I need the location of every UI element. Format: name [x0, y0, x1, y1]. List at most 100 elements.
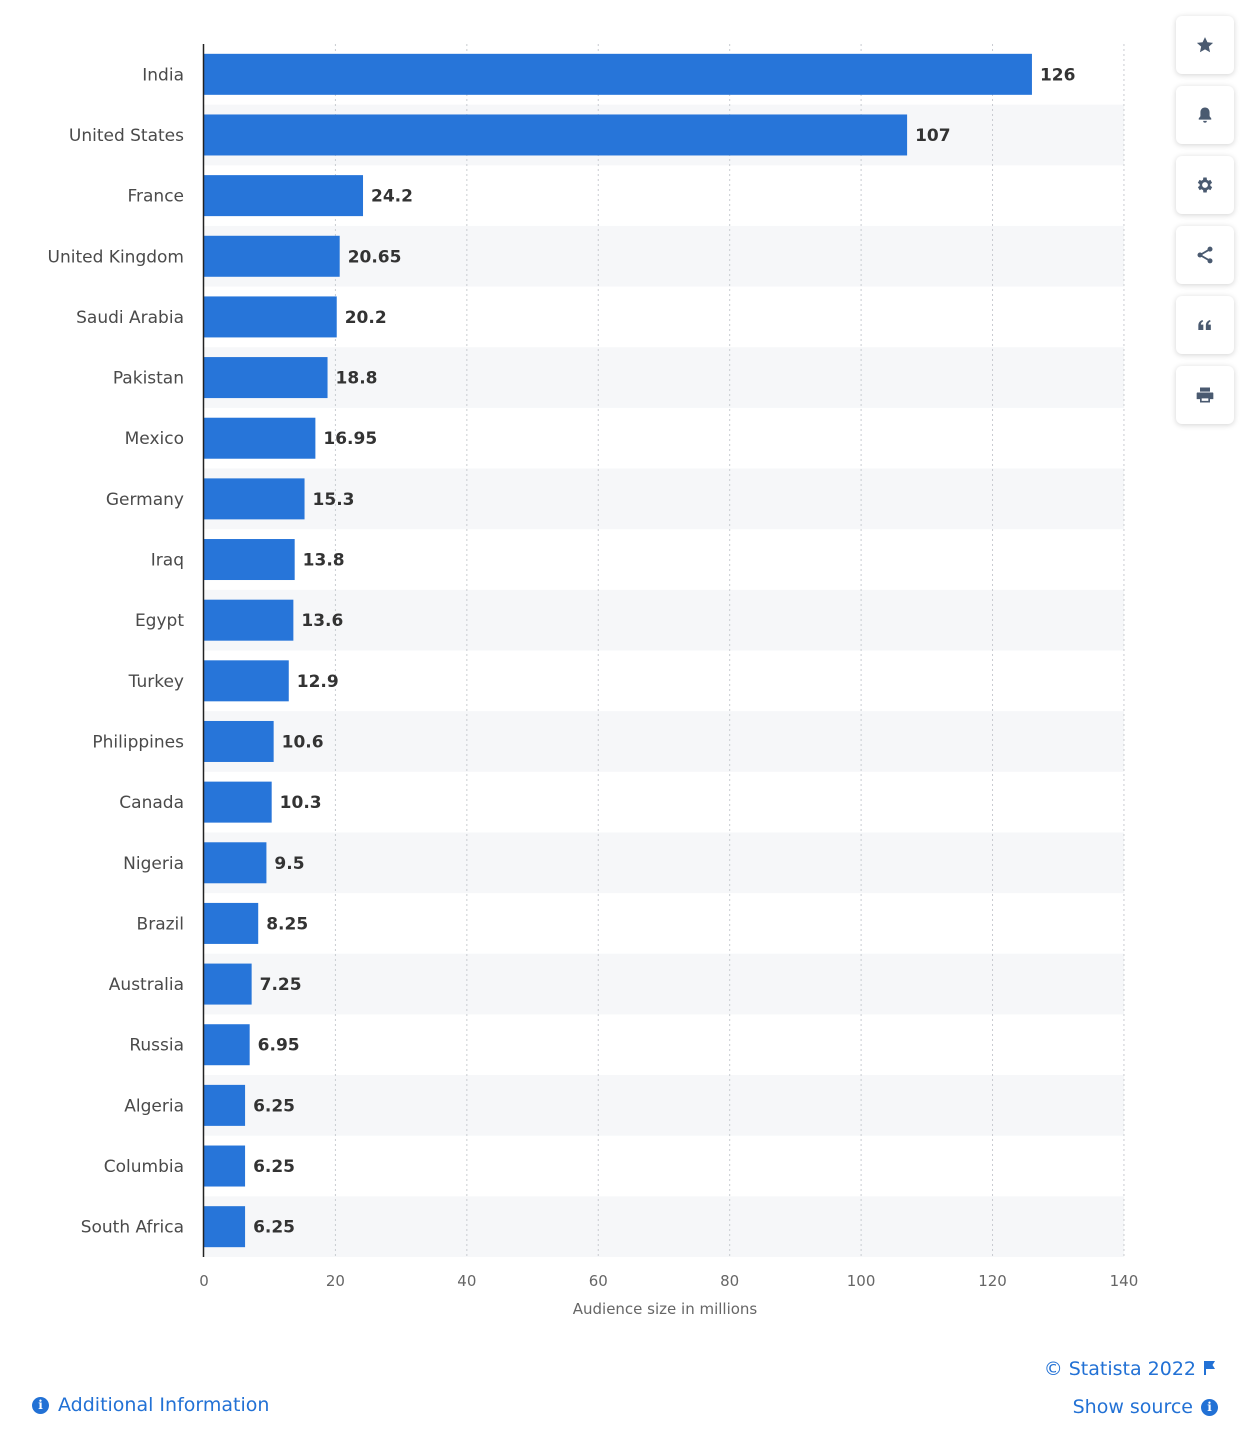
bar[interactable] — [204, 114, 908, 156]
category-label: Saudi Arabia — [76, 308, 184, 328]
bar[interactable] — [204, 417, 316, 459]
quote-icon — [1198, 320, 1211, 330]
bar[interactable] — [204, 296, 337, 338]
gear-icon — [1197, 177, 1213, 193]
value-label: 8.25 — [266, 914, 308, 934]
value-label: 12.9 — [297, 672, 339, 692]
chart-toolbar — [1176, 16, 1234, 436]
row-band — [204, 832, 1124, 894]
bar[interactable] — [204, 1084, 246, 1126]
gridlines — [334, 44, 1125, 1257]
flag-icon — [1204, 1361, 1215, 1375]
category-label: United Kingdom — [48, 247, 184, 267]
category-label: Mexico — [125, 429, 184, 449]
additional-information-link[interactable]: i Additional Information — [32, 1394, 269, 1416]
bar[interactable] — [204, 1145, 246, 1187]
bar[interactable] — [204, 842, 267, 884]
show-source-text: Show source — [1072, 1396, 1193, 1418]
row-band — [204, 953, 1124, 1015]
x-tick-labels: 0 20 40 60 80 100 120 140 — [199, 1272, 1138, 1290]
row-band — [204, 1075, 1124, 1136]
bar[interactable] — [204, 539, 295, 581]
x-tick-label: 0 — [199, 1272, 209, 1290]
category-label: Russia — [129, 1036, 184, 1056]
bar[interactable] — [204, 902, 259, 944]
row-band — [204, 347, 1124, 408]
category-label: South Africa — [81, 1218, 184, 1238]
value-label: 16.95 — [323, 429, 377, 449]
category-label: Turkey — [128, 672, 184, 692]
share-icon — [1197, 246, 1213, 264]
star-icon — [1196, 37, 1214, 53]
category-label: Iraq — [151, 551, 184, 571]
bar[interactable] — [204, 963, 252, 1005]
value-label: 13.8 — [303, 551, 345, 571]
x-tick-label: 40 — [457, 1272, 476, 1290]
value-label: 6.25 — [253, 1157, 295, 1177]
bar[interactable] — [204, 781, 272, 823]
cite-button[interactable] — [1176, 296, 1234, 354]
category-label: Pakistan — [113, 369, 184, 389]
value-label: 126 — [1040, 65, 1076, 85]
bar[interactable] — [204, 1024, 250, 1066]
bar[interactable] — [204, 1206, 246, 1248]
bar[interactable] — [204, 599, 294, 641]
bar[interactable] — [204, 357, 328, 399]
category-label: Australia — [109, 975, 184, 995]
bar[interactable] — [204, 235, 340, 277]
value-label: 20.65 — [348, 247, 402, 267]
value-label: 6.25 — [253, 1096, 295, 1116]
notification-button[interactable] — [1176, 86, 1234, 144]
bar[interactable] — [204, 720, 274, 762]
category-label: Columbia — [104, 1157, 184, 1177]
x-tick-label: 20 — [326, 1272, 345, 1290]
value-label: 18.8 — [336, 369, 378, 389]
category-label: Brazil — [137, 914, 184, 934]
value-labels: 126 107 24.2 20.65 20.2 18.8 16.95 15.3 13.8 13.6… — [253, 65, 1075, 1237]
category-label: Algeria — [124, 1096, 184, 1116]
bar[interactable] — [204, 175, 364, 217]
value-label: 24.2 — [371, 187, 413, 207]
category-label: United States — [69, 126, 184, 146]
info-icon: i — [32, 1397, 49, 1414]
bar[interactable] — [204, 53, 1032, 95]
value-label: 13.6 — [301, 611, 343, 631]
x-tick-label: 120 — [978, 1272, 1007, 1290]
x-tick-label: 100 — [847, 1272, 876, 1290]
bars — [204, 53, 1032, 1248]
category-labels: India United States France United Kingdom Sa… — [48, 65, 185, 1237]
bar[interactable] — [204, 478, 305, 520]
value-label: 10.6 — [282, 732, 324, 752]
value-label: 20.2 — [345, 308, 387, 328]
category-label: Philippines — [92, 732, 184, 752]
category-label: Germany — [106, 490, 184, 510]
settings-button[interactable] — [1176, 156, 1234, 214]
show-source-link[interactable]: Show source i — [1073, 1396, 1218, 1418]
x-tick-label: 140 — [1110, 1272, 1139, 1290]
category-label: Nigeria — [123, 854, 184, 874]
bar[interactable] — [204, 660, 289, 702]
value-label: 9.5 — [274, 854, 304, 874]
favorite-button[interactable] — [1176, 16, 1234, 74]
row-band — [204, 468, 1124, 530]
x-axis-title: Audience size in millions — [573, 1300, 758, 1318]
value-label: 6.25 — [253, 1218, 295, 1238]
row-bands — [204, 104, 1124, 1257]
value-label: 10.3 — [280, 793, 322, 813]
value-label: 107 — [915, 126, 951, 146]
bar-chart: India United States France United Kingdom Sa… — [48, 44, 1138, 1318]
x-tick-label: 60 — [589, 1272, 608, 1290]
print-button[interactable] — [1176, 366, 1234, 424]
row-band — [204, 711, 1124, 772]
share-button[interactable] — [1176, 226, 1234, 284]
info-icon: i — [1201, 1399, 1218, 1416]
value-label: 6.95 — [258, 1036, 300, 1056]
value-label: 7.25 — [260, 975, 302, 995]
row-band — [204, 589, 1124, 651]
row-band — [204, 225, 1124, 287]
copyright-link[interactable]: © Statista 2022 — [1044, 1358, 1216, 1380]
category-label: France — [127, 187, 184, 207]
bell-icon — [1198, 107, 1212, 123]
category-label: Canada — [119, 793, 184, 813]
x-tick-label: 80 — [720, 1272, 739, 1290]
